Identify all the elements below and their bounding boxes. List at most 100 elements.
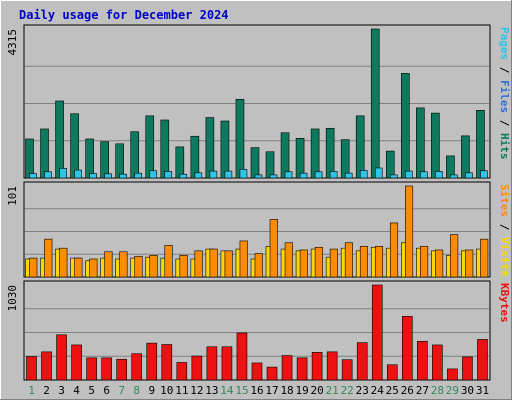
chart-panels: 4315 Pages / Files / Hits 101 Sites / Visit…	[6, 24, 511, 381]
bar-hits	[25, 138, 34, 179]
bar-visits	[29, 257, 38, 278]
bar-visits	[209, 248, 218, 278]
bar-hits	[385, 150, 395, 179]
bar-files	[254, 174, 263, 179]
bar-hits	[100, 141, 109, 179]
panel-visits: 101 Sites / Visits	[6, 181, 511, 278]
day-labels: 1 2 3 4 5 6 7 8 9 10 11 12 13 14 15 16 17 18 19 20 21 22 23 24 2…	[28, 384, 489, 397]
bar-visits	[389, 222, 399, 278]
bar-visits	[344, 242, 353, 278]
bar-files	[134, 172, 143, 179]
bar-kbytes	[296, 357, 308, 381]
day-label: 13	[205, 384, 218, 397]
bar-hits	[205, 117, 215, 179]
bar-visits	[179, 255, 188, 278]
bar-visits	[74, 257, 83, 278]
bar-hits	[476, 110, 485, 179]
bar-hits	[401, 73, 410, 179]
bar-files	[344, 172, 353, 179]
bar-hits	[85, 138, 94, 179]
bar-files	[104, 173, 112, 179]
bar-hits	[280, 132, 290, 179]
bar-kbytes	[56, 334, 67, 381]
bar-kbytes	[447, 368, 458, 381]
bar-hits	[250, 147, 260, 179]
side-legend-visits: Sites / Visits	[498, 184, 511, 277]
bar-kbytes	[402, 316, 413, 381]
bar-visits	[359, 246, 369, 278]
bar-hits	[431, 112, 440, 179]
bar-kbytes	[432, 344, 443, 381]
bar-files	[435, 171, 443, 179]
bar-hits	[355, 115, 365, 179]
bar-hits	[175, 146, 185, 179]
bar-kbytes	[251, 362, 263, 381]
day-label: 30	[461, 384, 474, 397]
day-label: 10	[160, 384, 173, 397]
day-label: 21	[326, 384, 339, 397]
bar-hits	[160, 119, 170, 179]
bar-files	[359, 170, 368, 179]
bar-files	[329, 171, 338, 179]
bar-files	[164, 171, 173, 179]
day-label: 18	[280, 384, 293, 397]
bar-files	[299, 172, 308, 179]
bar-visits	[420, 246, 429, 278]
max-label-hits: 4315	[6, 29, 19, 56]
day-label: 25	[386, 384, 399, 397]
day-label: 23	[356, 384, 369, 397]
bar-kbytes	[161, 344, 173, 381]
day-label: 4	[73, 384, 80, 397]
side-legend-sites: Sites	[498, 184, 511, 217]
side-legend-visits: Visits	[498, 237, 511, 277]
day-label: 16	[250, 384, 263, 397]
bar-hits	[340, 139, 350, 179]
day-label: 2	[43, 384, 50, 397]
day-label: 8	[133, 384, 140, 397]
bar-hits	[220, 120, 230, 179]
bar-kbytes	[41, 351, 52, 381]
panel-kbytes: 1030 KBytes	[6, 280, 511, 381]
day-label: 11	[175, 384, 188, 397]
bar-visits	[44, 238, 53, 278]
bar-kbytes	[176, 362, 188, 381]
day-label: 15	[235, 384, 248, 397]
day-label: 26	[401, 384, 414, 397]
bar-files	[179, 173, 188, 179]
day-label: 1	[28, 384, 35, 397]
bar-visits	[104, 251, 113, 278]
day-label: 14	[220, 384, 234, 397]
day-label: 29	[446, 384, 459, 397]
bar-kbytes	[131, 353, 143, 381]
max-label-kbytes: 1030	[6, 285, 19, 312]
bar-files	[450, 174, 458, 179]
side-legend-separator: /	[498, 113, 511, 133]
bar-files	[209, 170, 218, 179]
bar-files	[239, 169, 248, 179]
bar-hits	[295, 137, 305, 179]
bar-visits	[119, 251, 128, 278]
bar-hits	[130, 131, 140, 179]
bar-visits	[284, 242, 293, 278]
bar-kbytes	[266, 366, 278, 381]
bar-files	[284, 171, 293, 179]
day-label: 6	[103, 384, 110, 397]
bar-kbytes	[221, 346, 233, 381]
side-legend-hits: Pages / Files / Hits	[498, 27, 511, 160]
day-label: 3	[58, 384, 65, 397]
day-label: 24	[371, 384, 385, 397]
bar-kbytes	[191, 355, 203, 381]
bar-files	[149, 170, 158, 179]
bar-visits	[194, 250, 203, 278]
bar-kbytes	[371, 284, 383, 381]
bar-visits	[450, 234, 459, 278]
day-label: 28	[431, 384, 444, 397]
side-legend-kbytes: KBytes	[498, 283, 511, 323]
bar-kbytes	[236, 332, 248, 381]
bar-kbytes	[101, 357, 112, 381]
day-label: 7	[118, 384, 125, 397]
side-legend-kbytes: KBytes	[498, 283, 511, 323]
day-label: 17	[265, 384, 278, 397]
bar-files	[420, 171, 428, 179]
side-legend-files: Files	[498, 80, 511, 113]
